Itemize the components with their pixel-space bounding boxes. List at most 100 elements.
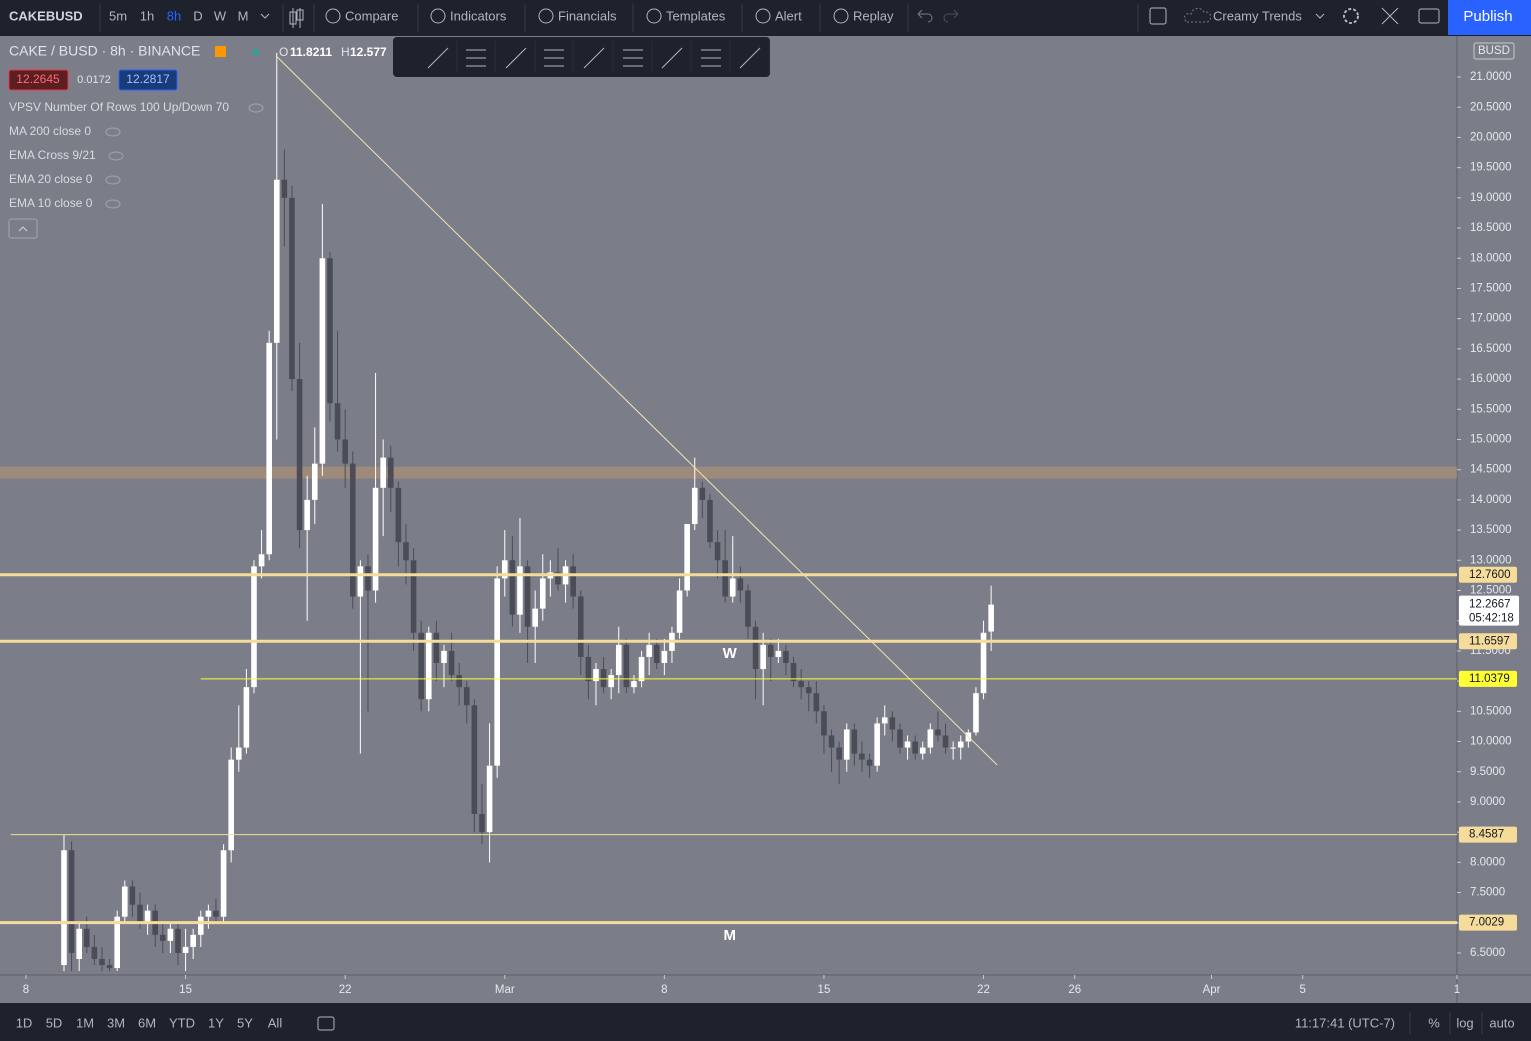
- toolbar-button[interactable]: Replay: [853, 8, 894, 23]
- toolbar-button[interactable]: Financials: [558, 8, 617, 23]
- publish-button[interactable]: [1448, 0, 1531, 35]
- button-icon[interactable]: [325, 8, 341, 24]
- range-button[interactable]: 1D: [16, 1015, 33, 1030]
- indicator[interactable]: EMA 20 close 0: [9, 172, 93, 186]
- buy-box[interactable]: [118, 69, 178, 91]
- drawing-tool[interactable]: [427, 47, 449, 69]
- buy-price[interactable]: 12.2817: [126, 72, 170, 86]
- hidden-eye[interactable]: [105, 175, 121, 185]
- y-tick-label: 12.5000: [1470, 585, 1512, 597]
- undo[interactable]: [917, 9, 933, 23]
- drawing-tool[interactable]: [623, 49, 643, 67]
- interval[interactable]: 8h: [167, 8, 181, 23]
- toolbar-button[interactable]: Templates: [666, 8, 726, 23]
- range-button[interactable]: 5Y: [237, 1015, 253, 1030]
- drawing-tool[interactable]: [661, 47, 683, 69]
- indicator[interactable]: MA 200 close 0: [9, 124, 91, 138]
- scale-option[interactable]: auto: [1489, 1015, 1514, 1030]
- sell-box[interactable]: [8, 69, 69, 91]
- chevron[interactable]: [260, 13, 270, 19]
- interval[interactable]: D: [193, 8, 202, 23]
- layout-name[interactable]: Creamy Trends: [1213, 8, 1302, 23]
- fullscreen[interactable]: [1381, 7, 1399, 25]
- candle-body: [851, 729, 858, 754]
- toolbar-button[interactable]: Alert: [775, 8, 802, 23]
- collapse-button[interactable]: [8, 218, 38, 239]
- flag: [215, 46, 226, 57]
- y-tick-label: 9.0000: [1470, 796, 1505, 808]
- candle-body: [897, 729, 903, 748]
- candle-body: [509, 560, 516, 615]
- range-button[interactable]: 1Y: [208, 1015, 224, 1030]
- hidden-eye[interactable]: [108, 151, 124, 161]
- button-icon[interactable]: [538, 8, 554, 24]
- hidden-eye[interactable]: [248, 103, 264, 113]
- x-tick-label: Apr: [1203, 984, 1221, 996]
- candle-body: [372, 487, 379, 591]
- y-tick-label: 13.5000: [1470, 524, 1512, 536]
- button-icon[interactable]: [646, 8, 662, 24]
- interval[interactable]: M: [238, 8, 249, 23]
- candle-body: [957, 741, 964, 748]
- candle-body: [342, 439, 348, 464]
- layout-toggle[interactable]: [1149, 7, 1167, 25]
- candle-body: [805, 687, 812, 694]
- publish-label[interactable]: Publish: [1463, 8, 1512, 25]
- candle-body: [501, 560, 508, 579]
- drawing-tool[interactable]: [701, 49, 721, 67]
- range-button[interactable]: All: [268, 1015, 283, 1030]
- annotation: W: [723, 645, 738, 662]
- hidden-eye[interactable]: [105, 199, 121, 209]
- indicator[interactable]: EMA 10 close 0: [9, 196, 93, 210]
- date-range[interactable]: [317, 1016, 335, 1031]
- indicator[interactable]: VPSV Number Of Rows 100 Up/Down 70: [9, 100, 229, 114]
- chevron[interactable]: [1315, 13, 1325, 19]
- scale-option[interactable]: log: [1456, 1015, 1473, 1030]
- candle-body: [289, 197, 295, 380]
- button-icon[interactable]: [755, 8, 771, 24]
- candle-body: [843, 729, 850, 760]
- drawing-tool[interactable]: [466, 49, 486, 67]
- sell-price[interactable]: 12.2645: [16, 72, 60, 86]
- candle-body: [83, 928, 90, 947]
- drawing-tool[interactable]: [505, 47, 527, 69]
- candle-body: [463, 687, 470, 706]
- snapshot[interactable]: [1418, 8, 1440, 24]
- level-label: 11.6597: [1469, 635, 1510, 647]
- candle-body: [570, 566, 576, 597]
- redo[interactable]: [943, 9, 959, 23]
- y-tick-label: 17.0000: [1470, 313, 1512, 325]
- candle-body: [783, 650, 789, 663]
- indicator[interactable]: EMA Cross 9/21: [9, 148, 96, 162]
- candle-body: [121, 886, 128, 917]
- interval[interactable]: 1h: [140, 8, 154, 23]
- range-button[interactable]: YTD: [169, 1015, 195, 1030]
- candle-body: [486, 765, 493, 833]
- candle-body: [471, 705, 478, 815]
- symbol[interactable]: CAKEBUSD: [9, 8, 83, 23]
- collapse-arrow: [18, 226, 28, 232]
- scale-option[interactable]: %: [1428, 1015, 1440, 1030]
- drawing-tool[interactable]: [739, 47, 761, 69]
- y-tick-label: 17.5000: [1470, 282, 1512, 294]
- toolbar-button[interactable]: Indicators: [450, 8, 507, 23]
- interval[interactable]: W: [214, 8, 227, 23]
- candle-body: [859, 753, 865, 760]
- level-label: 12.7600: [1469, 569, 1511, 581]
- drawing-tool[interactable]: [583, 47, 605, 69]
- candle-body: [319, 258, 326, 464]
- button-icon[interactable]: [833, 8, 849, 24]
- candle-icon[interactable]: [289, 8, 304, 28]
- toolbar-button[interactable]: Compare: [345, 8, 398, 23]
- drawing-tool[interactable]: [544, 49, 564, 67]
- range-button[interactable]: 6M: [138, 1015, 156, 1030]
- button-icon[interactable]: [430, 8, 446, 24]
- range-button[interactable]: 5D: [46, 1015, 63, 1030]
- price-zone: [0, 466, 1457, 479]
- hidden-eye[interactable]: [105, 127, 121, 137]
- range-button[interactable]: 1M: [76, 1015, 94, 1030]
- range-button[interactable]: 3M: [107, 1015, 125, 1030]
- candle-body: [631, 681, 637, 688]
- settings[interactable]: [1343, 8, 1359, 24]
- interval[interactable]: 5m: [109, 8, 127, 23]
